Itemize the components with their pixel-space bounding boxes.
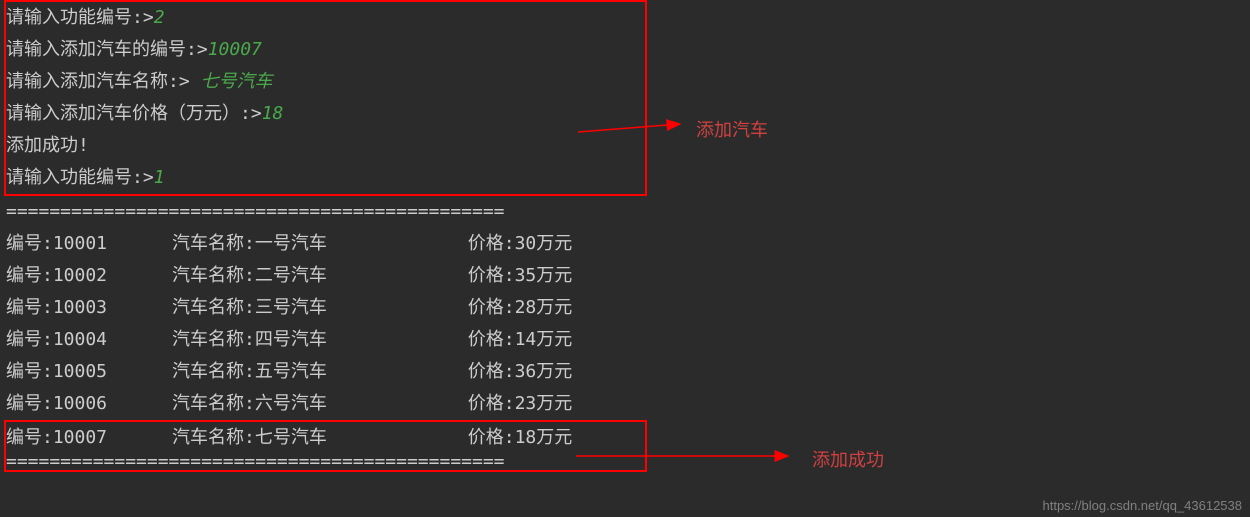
prompt-line: 请输入添加汽车名称:> 七号汽车 — [6, 66, 643, 98]
input-session-block: 请输入功能编号:>2 请输入添加汽车的编号:>10007 请输入添加汽车名称:>… — [4, 0, 647, 196]
prompt-line: 请输入功能编号:>1 — [6, 162, 643, 194]
prompt-line: 请输入功能编号:>2 — [6, 2, 643, 34]
car-row: 编号:10007 汽车名称:七号汽车 价格:18万元 — [6, 422, 645, 454]
prompt-text: 请输入添加汽车价格（万元）:> — [6, 103, 262, 124]
arrow-icon — [576, 116, 686, 136]
prompt-text: 请输入功能编号:> — [6, 167, 154, 188]
truncated-line: 请输入功能编号 — [6, 472, 1244, 484]
divider-line: ========================================… — [6, 196, 1244, 228]
highlighted-row-block: 编号:10007 汽车名称:七号汽车 价格:18万元==============… — [4, 420, 647, 472]
car-row: 编号:10001 汽车名称:一号汽车 价格:30万元 — [6, 228, 1244, 260]
car-row: 编号:10006 汽车名称:六号汽车 价格:23万元 — [6, 388, 1244, 420]
annotation-label: 添加成功 — [812, 446, 884, 472]
watermark-text: https://blog.csdn.net/qq_43612538 — [1043, 498, 1243, 513]
user-input: 18 — [262, 103, 284, 124]
car-row: 编号:10003 汽车名称:三号汽车 价格:28万元 — [6, 292, 1244, 324]
terminal-output: 请输入功能编号:>2 请输入添加汽车的编号:>10007 请输入添加汽车名称:>… — [0, 0, 1250, 486]
car-list: 编号:10001 汽车名称:一号汽车 价格:30万元编号:10002 汽车名称:… — [6, 228, 1244, 472]
prompt-text: 添加成功! — [6, 135, 89, 156]
prompt-line: 请输入添加汽车价格（万元）:>18 — [6, 98, 643, 130]
user-input: 2 — [154, 7, 165, 28]
car-row: 编号:10004 汽车名称:四号汽车 价格:14万元 — [6, 324, 1244, 356]
annotation-label: 添加汽车 — [696, 116, 768, 142]
user-input: 七号汽车 — [201, 71, 273, 92]
arrow-icon — [574, 450, 794, 462]
car-row: 编号:10002 汽车名称:二号汽车 价格:35万元 — [6, 260, 1244, 292]
divider-line: ========================================… — [6, 454, 645, 470]
user-input: 10007 — [208, 39, 262, 60]
prompt-text: 请输入添加汽车名称:> — [6, 71, 201, 92]
car-row: 编号:10005 汽车名称:五号汽车 价格:36万元 — [6, 356, 1244, 388]
success-message: 添加成功! — [6, 130, 643, 162]
prompt-text: 请输入添加汽车的编号:> — [6, 39, 208, 60]
prompt-text: 请输入功能编号:> — [6, 7, 154, 28]
user-input: 1 — [154, 167, 165, 188]
prompt-line: 请输入添加汽车的编号:>10007 — [6, 34, 643, 66]
